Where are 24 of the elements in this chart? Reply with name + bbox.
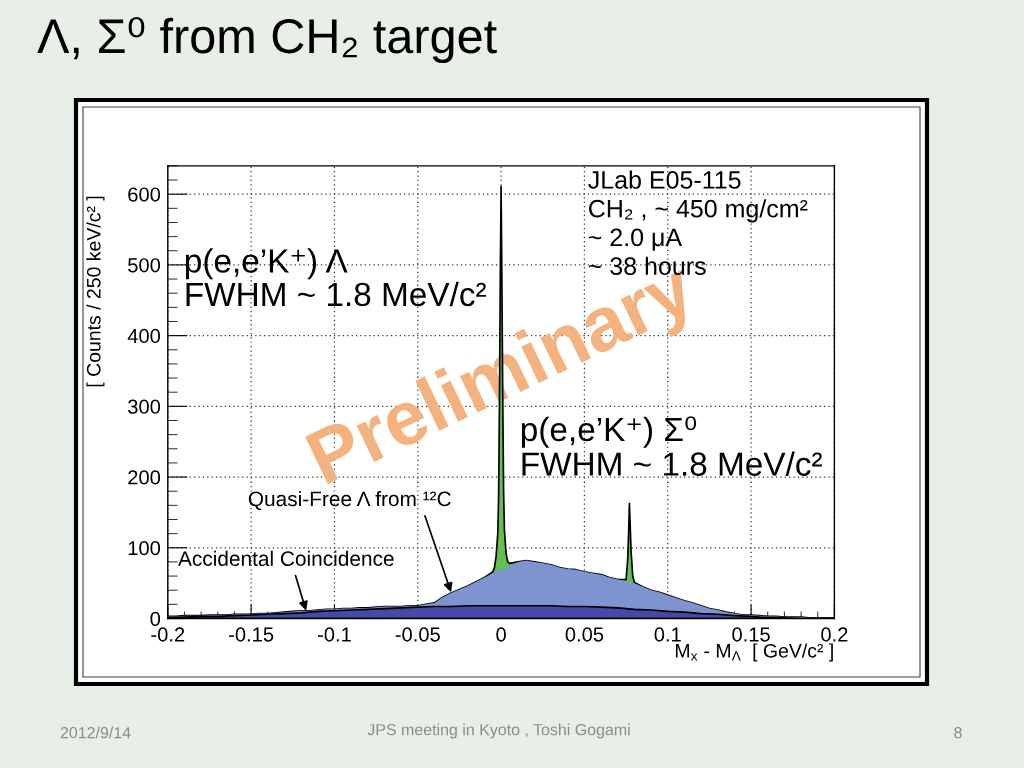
text: JPS meeting in Kyoto , Toshi Gogami: [367, 723, 630, 739]
annotation: Accidental Coincidence: [178, 550, 394, 567]
x-tick-label: 0.05: [565, 627, 604, 642]
text: 8: [954, 726, 962, 739]
x-tick-label: -0.1: [317, 627, 351, 642]
x-tick-label: 0: [496, 627, 506, 642]
y-tick-label: 400: [127, 328, 161, 344]
y-axis-title: [ Counts / 250 keV/c² ]: [86, 196, 105, 387]
y-tick-label: 600: [128, 187, 161, 202]
x-axis-title: M$_{x}$ - M$_{Λ}$ [ GeV/c² ]: [675, 643, 833, 662]
chart-title: Λ, Σ⁰ from CH₂ target: [37, 16, 497, 64]
annotation: Quasi-Free Λ from ¹²C: [248, 490, 451, 510]
x-tick-label: -0.15: [229, 627, 274, 642]
x-tick-label: 0.15: [732, 627, 770, 642]
y-tick-label: 300: [128, 399, 161, 414]
x-tick-label: 0.2: [821, 627, 848, 642]
y-tick-label: 200: [128, 470, 161, 485]
x-tick-label: -0.05: [395, 627, 440, 642]
text: 2012/9/14: [60, 726, 131, 739]
x-tick-label: 0.1: [654, 627, 681, 642]
y-tick-label: 0: [150, 611, 161, 626]
y-tick-label: 100: [128, 541, 161, 556]
x-tick-label: -0.2: [151, 627, 185, 642]
y-tick-label: 500: [128, 258, 161, 273]
